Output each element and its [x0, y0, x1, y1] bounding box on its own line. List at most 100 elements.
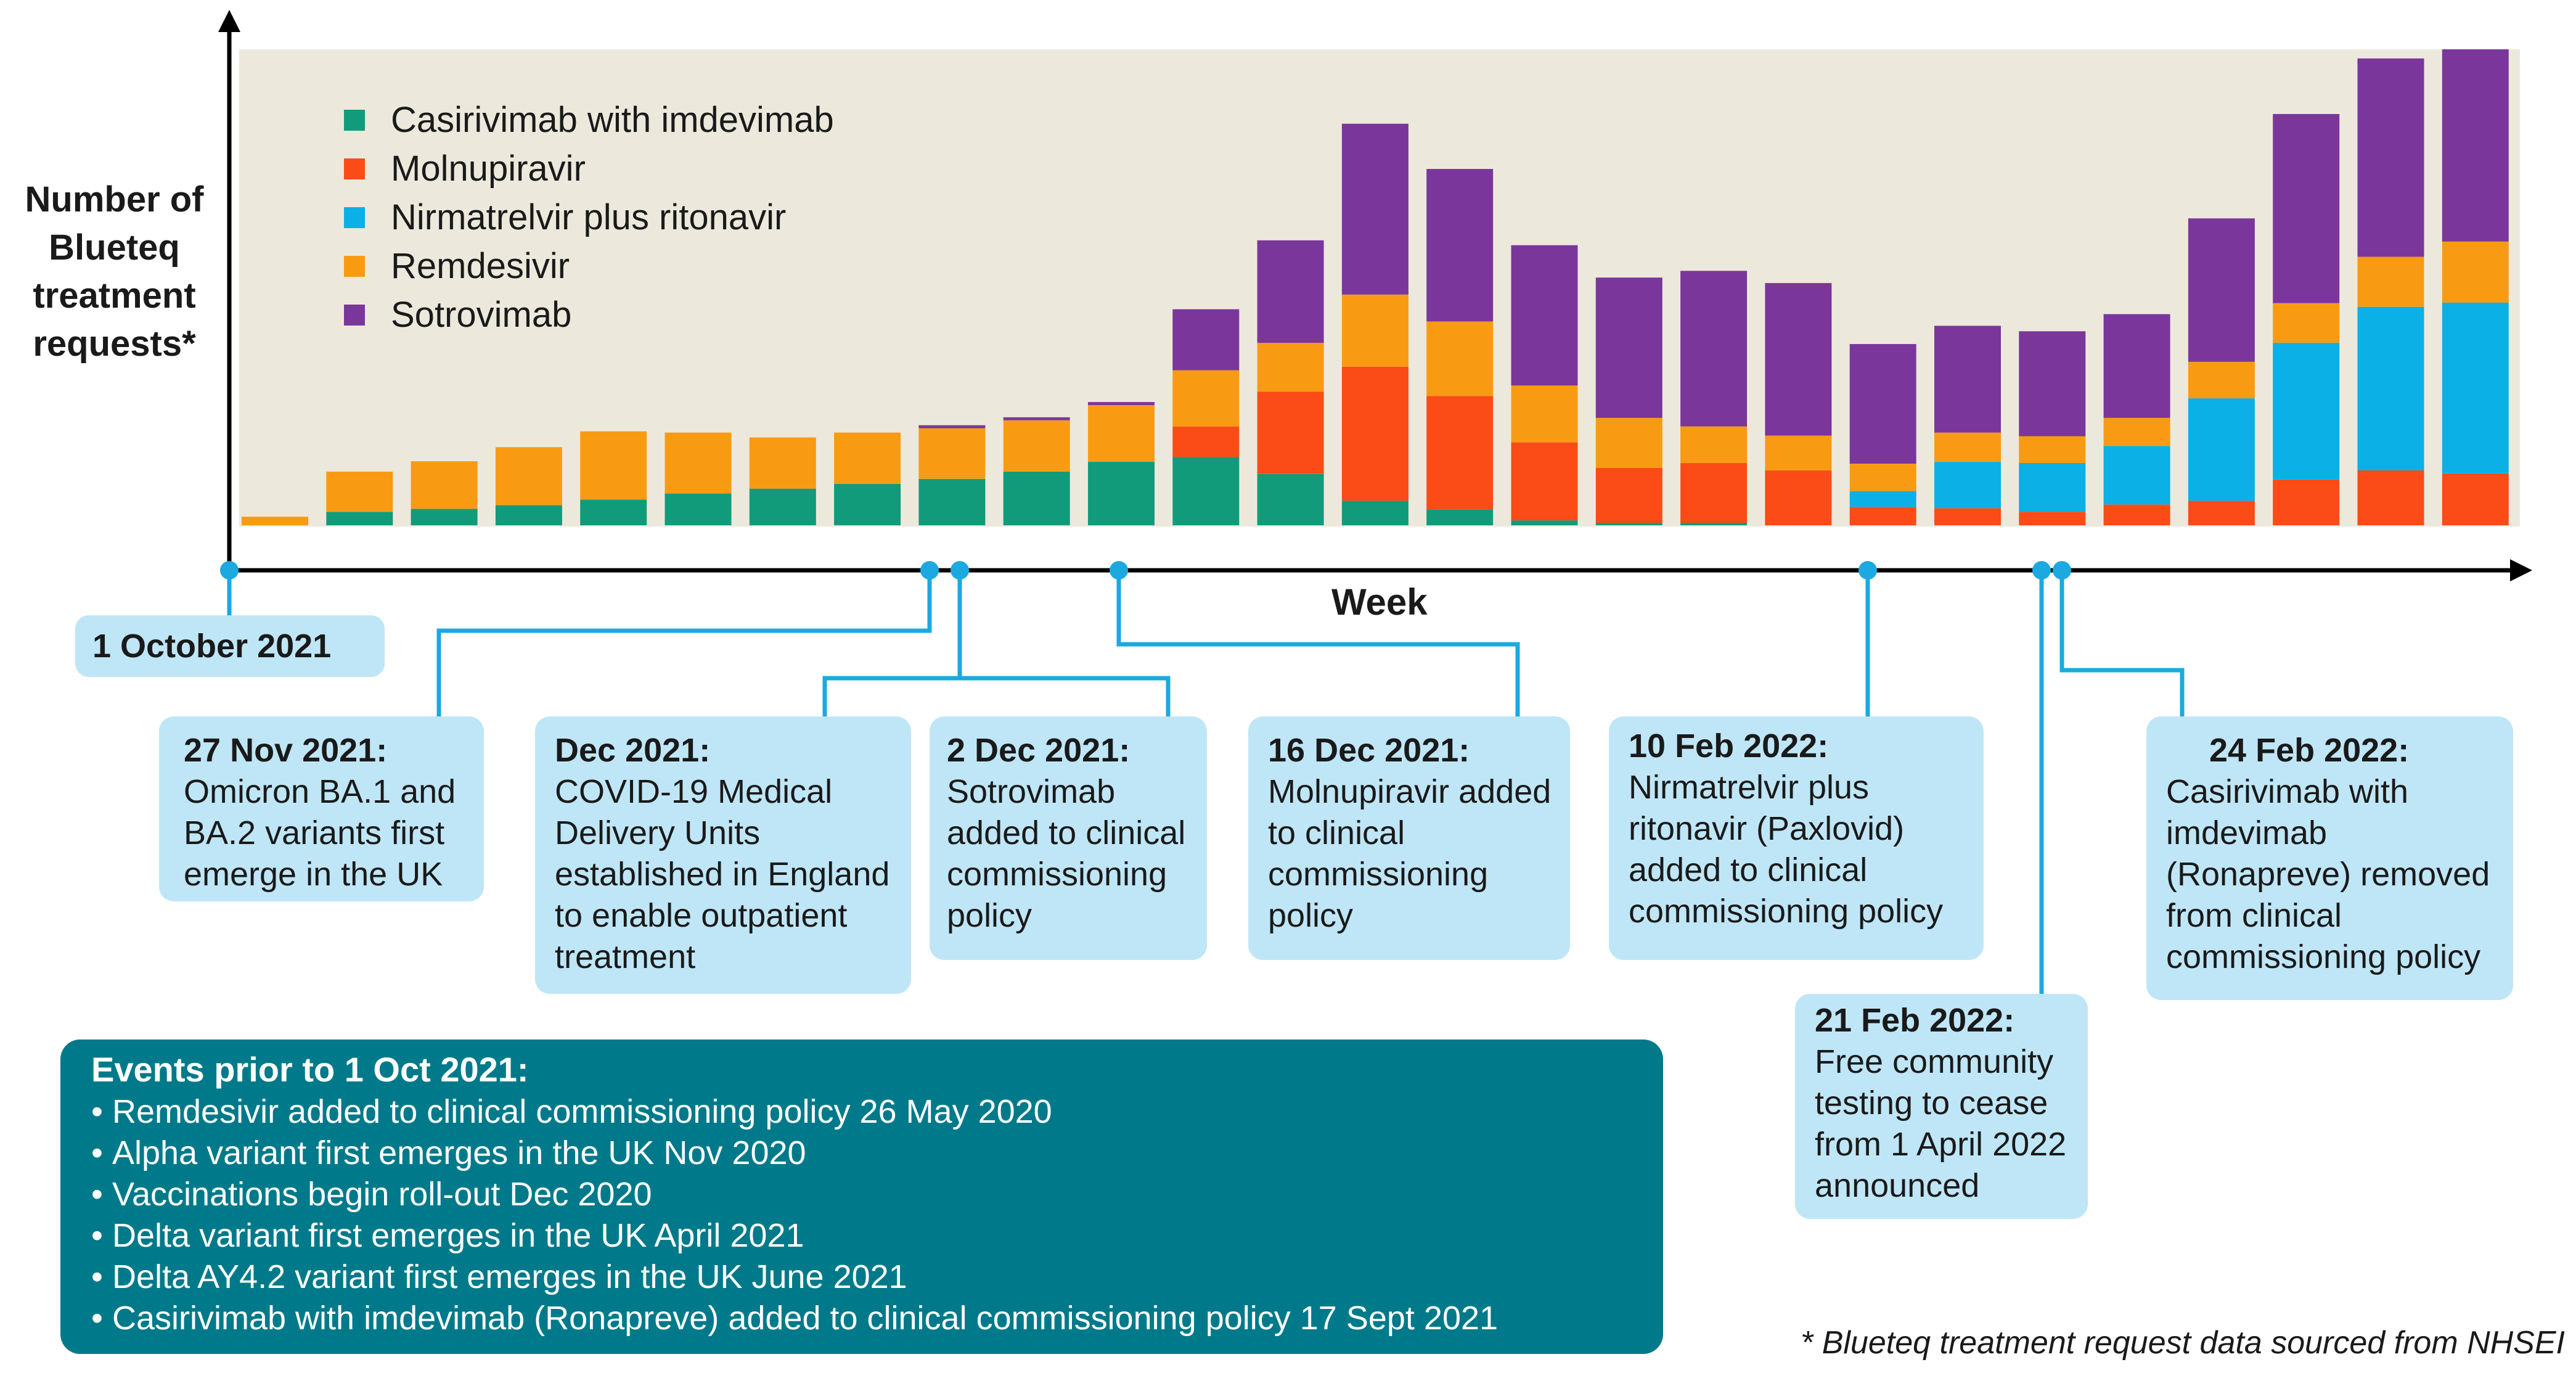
bar-molnupiravir-w16: [1511, 442, 1578, 521]
legend-item: Molnupiravir: [344, 144, 834, 193]
bar-sotrovimab-w19: [1765, 283, 1832, 436]
bar-casirivimab-with-imdevimab-w7: [749, 488, 816, 525]
bar-nirmatrelvir-plus-ritonavir-w25: [2273, 343, 2340, 480]
bar-remdesivir-w27: [2442, 241, 2509, 303]
bar-remdesivir-w2: [326, 471, 393, 512]
legend-item: Casirivimab with imdevimab: [344, 96, 834, 144]
bar-remdesivir-w13: [1257, 343, 1324, 392]
bar-nirmatrelvir-plus-ritonavir-w24: [2188, 398, 2255, 501]
bar-sotrovimab-w22: [2019, 331, 2086, 437]
y-axis-label-line: Blueteq: [49, 228, 180, 268]
bars-group: [242, 49, 2509, 525]
y-axis-label: Number of Blueteq treatment requests*: [5, 176, 224, 368]
bar-nirmatrelvir-plus-ritonavir-w27: [2442, 302, 2509, 474]
annotation-date: 24 Feb 2022:: [2209, 732, 2410, 769]
bar-molnupiravir-w18: [1680, 463, 1748, 523]
bar-molnupiravir-w20: [1849, 507, 1916, 525]
events-item: Delta variant first emerges in the UK Ap…: [91, 1215, 1663, 1257]
bar-nirmatrelvir-plus-ritonavir-w26: [2357, 306, 2424, 470]
bar-molnupiravir-w22: [2019, 512, 2086, 525]
bar-sotrovimab-w13: [1257, 240, 1324, 343]
bar-nirmatrelvir-plus-ritonavir-w21: [1934, 462, 2001, 509]
annotation-text: Casirivimab with imdevimab (Ronapreve) r…: [2166, 773, 2490, 975]
annotation-date: 21 Feb 2022:: [1815, 1002, 2015, 1039]
bar-remdesivir-w24: [2188, 361, 2255, 399]
bar-casirivimab-with-imdevimab-w12: [1172, 457, 1240, 525]
annotation-21feb: 21 Feb 2022: Free community testing to c…: [1795, 994, 2088, 1219]
bar-sotrovimab-w27: [2442, 49, 2509, 242]
annotation-text: Free community testing to cease from 1 A…: [1815, 1043, 2067, 1204]
bar-molnupiravir-w12: [1172, 426, 1240, 457]
bar-molnupiravir-w19: [1765, 470, 1832, 525]
bar-sotrovimab-w21: [1934, 326, 2001, 433]
bar-casirivimab-with-imdevimab-w8: [834, 483, 901, 525]
bar-casirivimab-with-imdevimab-w2: [326, 512, 393, 525]
y-axis-label-line: requests*: [33, 324, 196, 364]
bar-remdesivir-w25: [2273, 303, 2340, 343]
bar-remdesivir-w18: [1680, 426, 1748, 464]
annotation-16dec: 16 Dec 2021: Molnupiravir added to clini…: [1248, 716, 1570, 960]
legend-label: Remdesivir: [391, 246, 570, 286]
bar-casirivimab-with-imdevimab-w11: [1088, 462, 1155, 525]
bar-remdesivir-w1: [242, 517, 308, 525]
bar-nirmatrelvir-plus-ritonavir-w22: [2019, 463, 2086, 512]
dot-21feb-axis: [2032, 561, 2051, 580]
bar-casirivimab-with-imdevimab-w18: [1680, 523, 1748, 525]
dot-27nov-axis: [920, 561, 939, 580]
annotation-connectors: [227, 570, 2185, 1005]
bar-casirivimab-with-imdevimab-w5: [580, 499, 647, 525]
bar-sotrovimab-w12: [1172, 309, 1240, 371]
bar-remdesivir-w22: [2019, 436, 2086, 463]
annotation-27nov: 27 Nov 2021: Omicron BA.1 and BA.2 varia…: [159, 716, 484, 901]
bar-nirmatrelvir-plus-ritonavir-w20: [1849, 491, 1916, 507]
y-axis-label-line: treatment: [33, 276, 196, 316]
legend-label: Sotrovimab: [391, 295, 572, 335]
bar-casirivimab-with-imdevimab-w14: [1341, 501, 1409, 525]
dot-24feb-axis: [2053, 561, 2071, 580]
legend-label: Casirivimab with imdevimab: [391, 100, 834, 140]
bar-molnupiravir-w24: [2188, 501, 2255, 525]
bar-casirivimab-with-imdevimab-w13: [1257, 474, 1324, 525]
annotation-date: 27 Nov 2021:: [184, 732, 388, 769]
bar-molnupiravir-w23: [2103, 504, 2170, 525]
legend-swatch-molnupiravir: [344, 158, 365, 179]
bar-sotrovimab-w18: [1680, 271, 1748, 427]
y-axis-label-line: Number of: [25, 179, 204, 219]
legend-swatch-nirmatrelvir: [344, 207, 365, 228]
annotation-text: Sotrovimab added to clinical commissioni…: [947, 773, 1186, 934]
legend-label: Nirmatrelvir plus ritonavir: [391, 197, 787, 237]
legend: Casirivimab with imdevimab Molnupiravir …: [344, 96, 834, 339]
footnote: * Blueteq treatment request data sourced…: [1801, 1325, 2565, 1361]
bar-sotrovimab-w15: [1426, 169, 1494, 322]
bar-sotrovimab-w25: [2273, 113, 2340, 303]
bar-casirivimab-with-imdevimab-w3: [411, 509, 478, 525]
bar-molnupiravir-w21: [1934, 508, 2001, 525]
bar-remdesivir-w7: [749, 437, 816, 489]
bar-casirivimab-with-imdevimab-w15: [1426, 509, 1494, 525]
bar-remdesivir-w12: [1172, 370, 1240, 427]
annotation-date: 16 Dec 2021:: [1268, 732, 1470, 769]
annotation-text: Nirmatrelvir plus ritonavir (Paxlovid) a…: [1629, 769, 1944, 930]
bar-molnupiravir-w14: [1341, 366, 1409, 501]
bar-casirivimab-with-imdevimab-w9: [918, 478, 986, 525]
legend-swatch-casirivimab: [344, 109, 365, 131]
dot-dec-axis: [951, 561, 969, 580]
events-box: Events prior to 1 Oct 2021: Remdesivir a…: [60, 1040, 1663, 1354]
events-item: Delta AY4.2 variant first emerges in the…: [91, 1257, 1663, 1298]
bar-remdesivir-w10: [1003, 420, 1070, 472]
bar-remdesivir-w21: [1934, 432, 2001, 462]
connector-16dec: [1116, 570, 1520, 731]
events-item: Remdesivir added to clinical commissioni…: [91, 1091, 1663, 1133]
bar-remdesivir-w16: [1511, 385, 1578, 443]
events-list: Remdesivir added to clinical commissioni…: [91, 1091, 1663, 1339]
legend-item: Remdesivir: [344, 242, 834, 290]
events-item: Vaccinations begin roll-out Dec 2020: [91, 1174, 1663, 1215]
dot-start-axis: [220, 561, 239, 580]
bar-remdesivir-w4: [495, 447, 562, 506]
annotation-dec: Dec 2021: COVID-19 Medical Delivery Unit…: [535, 716, 911, 994]
x-axis-arrow: [2510, 559, 2532, 581]
annotation-2dec: 2 Dec 2021: Sotrovimab added to clinical…: [930, 716, 1207, 960]
annotation-date: 10 Feb 2022:: [1629, 728, 1829, 765]
bar-remdesivir-w3: [411, 461, 478, 509]
bar-sotrovimab-w24: [2188, 218, 2255, 362]
